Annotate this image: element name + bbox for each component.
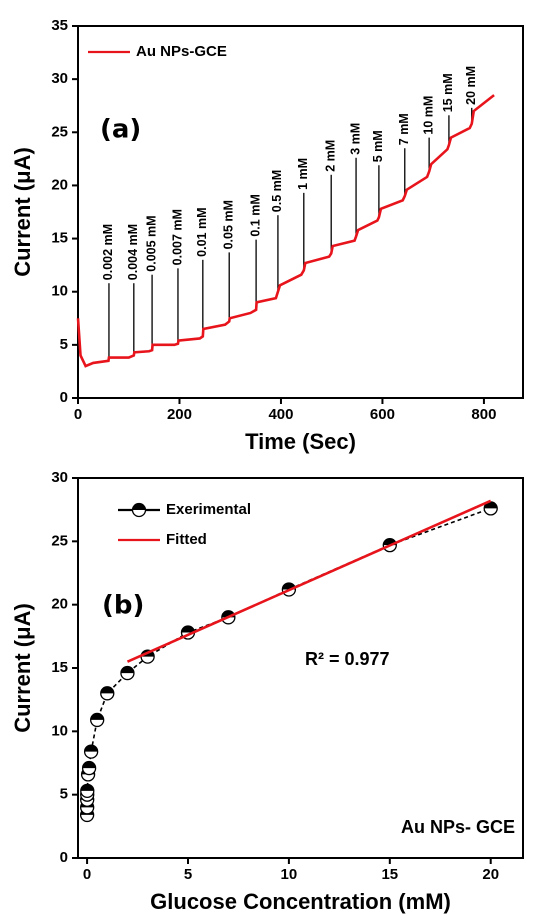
series-line <box>126 499 492 663</box>
annotation-label: 2 mM <box>323 140 337 172</box>
x-tick-label: 200 <box>167 406 192 423</box>
marker-half <box>82 761 96 769</box>
marker-half <box>84 745 98 752</box>
x-tick-label: 400 <box>268 406 293 423</box>
y-tick-label: 20 <box>51 596 68 613</box>
data-point <box>100 686 115 701</box>
y-tick-label: 25 <box>51 123 68 140</box>
annotation: R² = 0.977 <box>305 649 390 669</box>
annotation-label: 0.007 mM <box>170 209 184 265</box>
y-axis-title: Current (μA) <box>10 147 35 277</box>
data-point <box>483 501 498 516</box>
plot-frame <box>77 477 524 859</box>
legend-marker <box>131 502 147 518</box>
data-point <box>120 665 135 681</box>
annotation-label: 1 mM <box>296 158 310 190</box>
y-tick-label: 10 <box>51 283 68 300</box>
y-tick-label: 0 <box>60 849 68 866</box>
annotation-label: 15 mM <box>441 73 455 112</box>
y-tick-label: 35 <box>51 17 68 34</box>
legend-label: Exerimental <box>166 501 251 518</box>
x-tick-label: 0 <box>83 866 91 883</box>
annotation-label: 0.004 mM <box>126 224 140 280</box>
annotation-label: 0.002 mM <box>101 224 115 280</box>
annotation-label: 10 mM <box>421 96 435 135</box>
x-tick-label: 20 <box>482 866 499 883</box>
marker-half <box>120 666 134 674</box>
y-tick-label: 10 <box>51 722 68 739</box>
data-point <box>80 783 95 799</box>
legend-label: Fitted <box>166 531 207 548</box>
y-tick-label: 15 <box>51 659 68 676</box>
marker-half <box>80 784 94 791</box>
marker-half <box>90 713 104 720</box>
y-tick-label: 20 <box>51 176 68 193</box>
y-tick-label: 30 <box>51 469 68 486</box>
data-point <box>81 760 97 776</box>
marker-half <box>132 503 146 510</box>
x-tick-label: 0 <box>74 406 82 423</box>
x-tick-label: 800 <box>471 406 496 423</box>
y-tick-label: 25 <box>51 532 68 549</box>
annotation-label: 0.005 mM <box>144 215 158 271</box>
annotation-label: 3 mM <box>348 123 362 155</box>
x-tick-label: 600 <box>370 406 395 423</box>
x-tick-label: 15 <box>381 866 398 883</box>
y-tick-label: 30 <box>51 70 68 87</box>
panel-label: (b) <box>102 591 144 621</box>
annotation-label: 0.1 mM <box>248 194 262 236</box>
y-tick-label: 5 <box>60 336 68 353</box>
panel-label: (a) <box>100 115 141 145</box>
x-axis-title: Time (Sec) <box>245 429 356 454</box>
y-axis-title: Current (μA) <box>10 603 35 733</box>
marker-half <box>181 626 195 633</box>
x-axis-title: Glucose Concentration (mM) <box>150 889 451 914</box>
annotation-label: 0.01 mM <box>195 207 209 256</box>
marker-half <box>100 686 114 694</box>
annotation-label: 5 mM <box>371 130 385 162</box>
annotation: Au NPs- GCE <box>401 817 515 837</box>
x-tick-label: 5 <box>184 866 192 883</box>
annotation-label: 0.5 mM <box>270 170 284 212</box>
series-line <box>76 94 495 368</box>
legend-label: Au NPs-GCE <box>136 43 227 60</box>
annotation-label: 20 mM <box>464 66 478 105</box>
plot-frame <box>77 25 524 399</box>
data-point <box>83 744 99 759</box>
y-tick-label: 0 <box>60 389 68 406</box>
annotation-label: 7 mM <box>397 113 411 145</box>
y-tick-label: 5 <box>60 786 68 803</box>
data-point <box>90 712 105 728</box>
x-tick-label: 10 <box>281 866 298 883</box>
annotation-label: 0.05 mM <box>222 200 236 249</box>
y-tick-label: 15 <box>51 230 68 247</box>
